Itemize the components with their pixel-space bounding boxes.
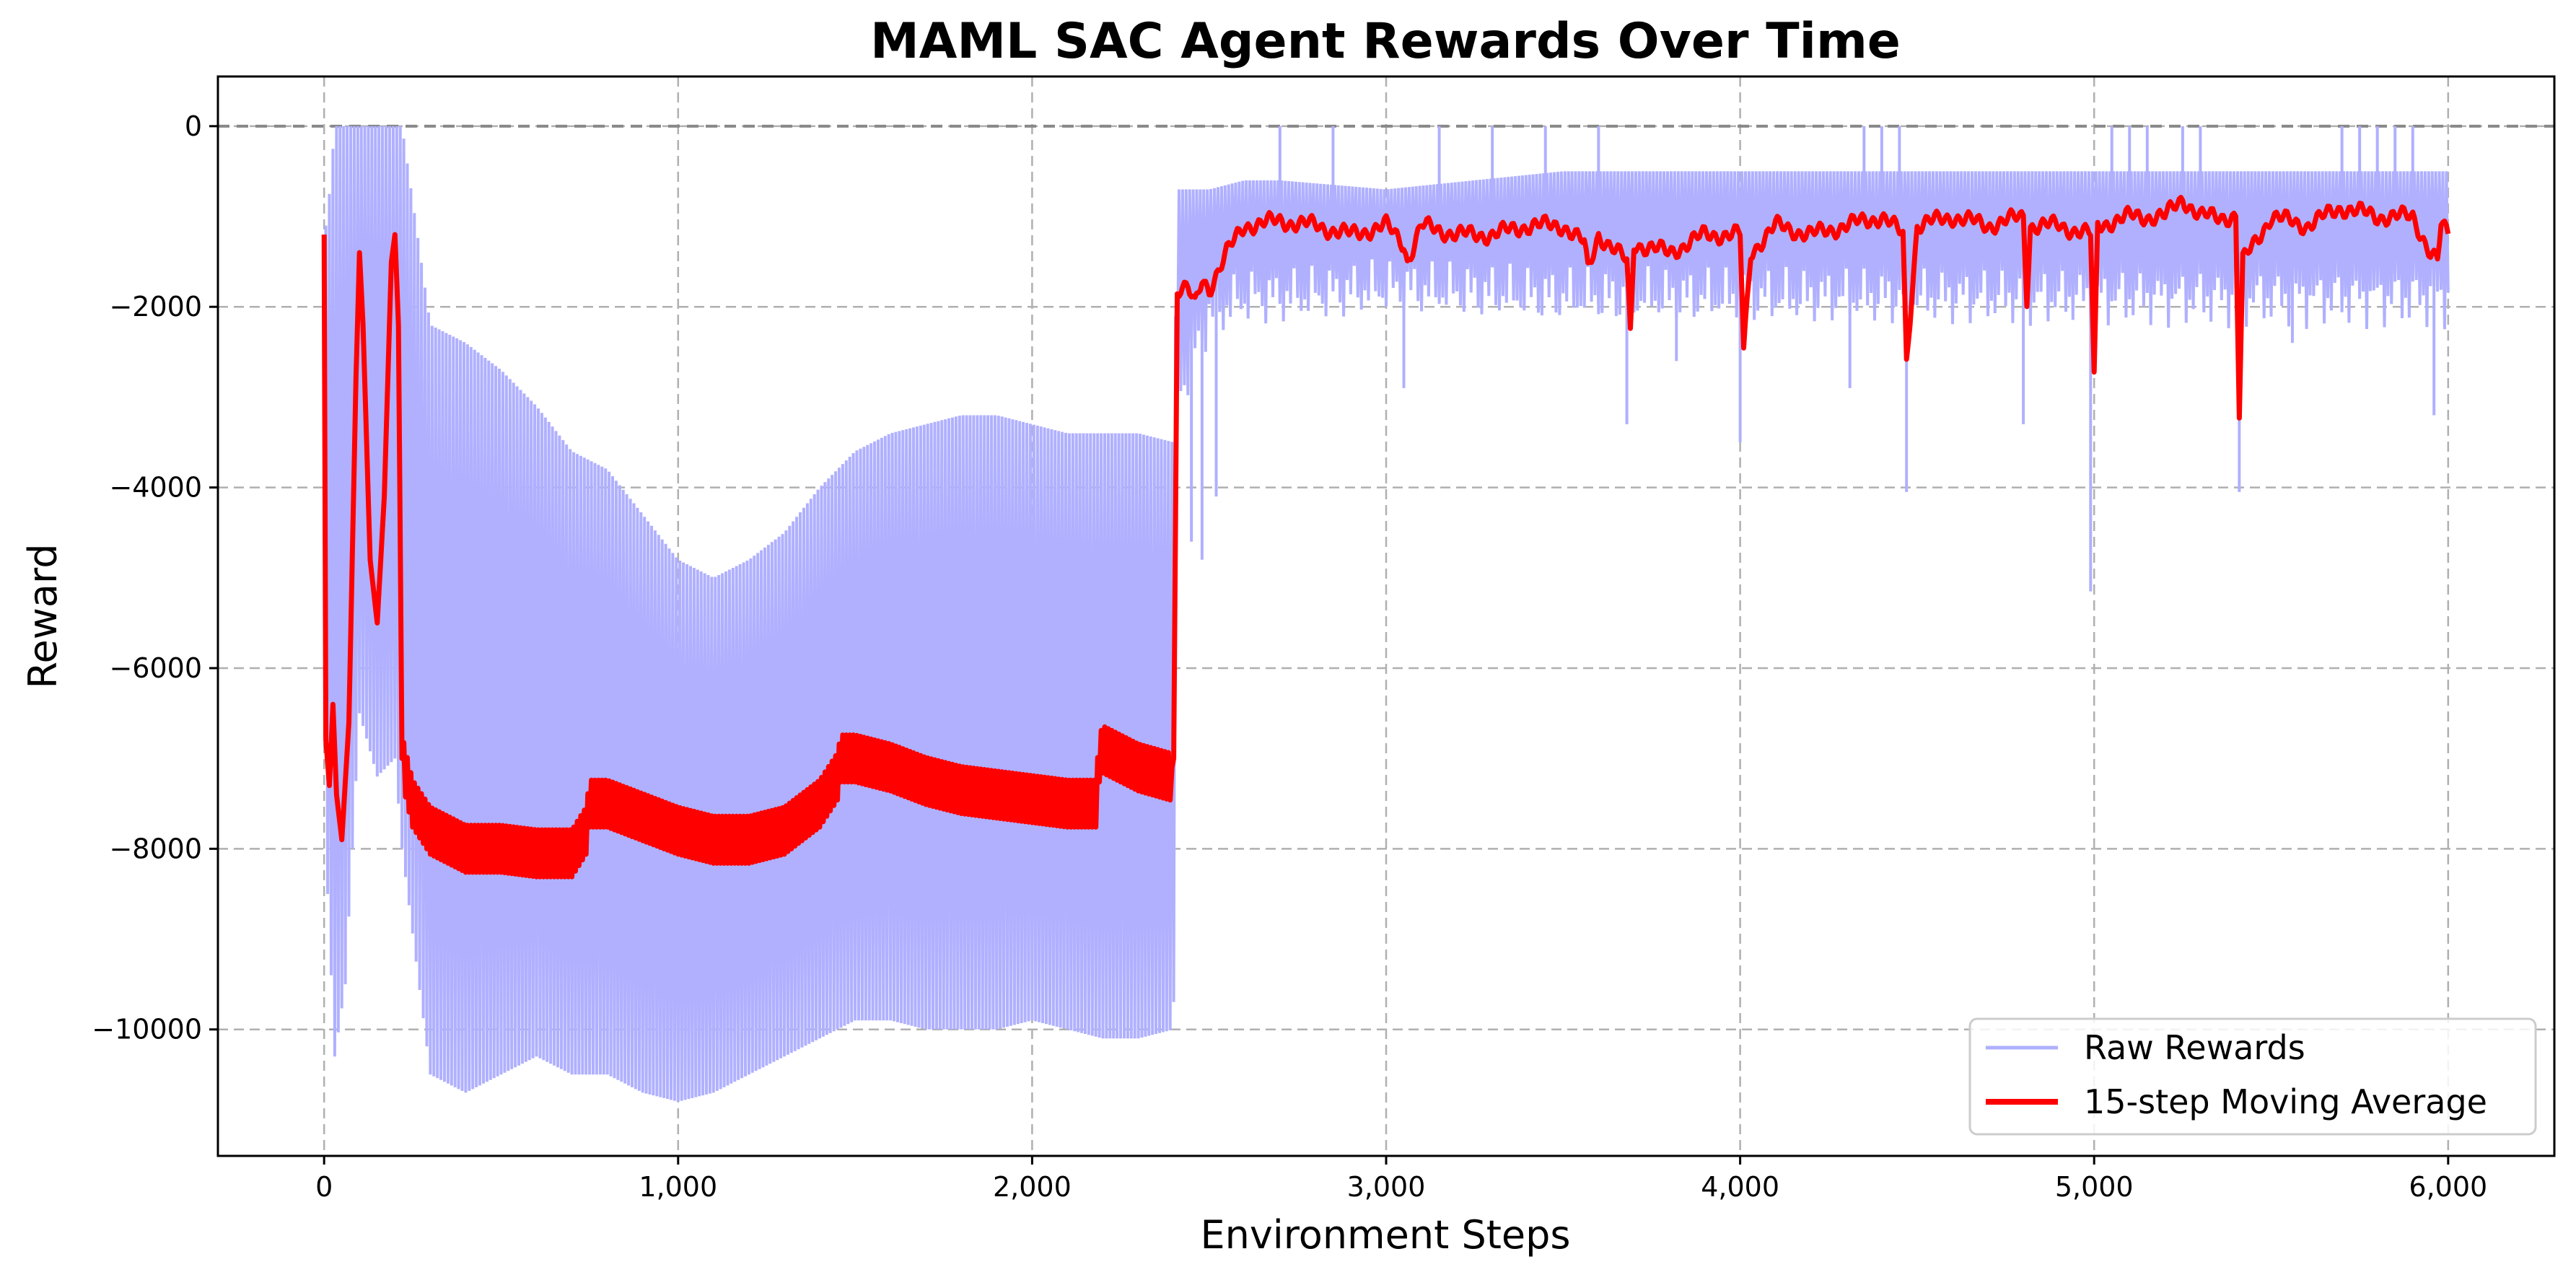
x-tick-label: 0 [315, 1171, 333, 1203]
legend: Raw Rewards 15-step Moving Average [1968, 1017, 2537, 1136]
y-tick-label: −2000 [109, 291, 202, 323]
x-tick-label: 2,000 [993, 1171, 1072, 1203]
legend-box [1968, 1017, 2537, 1136]
moving-average-line [321, 195, 2451, 880]
y-tick-label: −8000 [109, 833, 202, 864]
legend-label-raw-rewards: Raw Rewards [2084, 1028, 2305, 1067]
x-tick-label: 5,000 [2055, 1171, 2134, 1203]
x-tick-label: 1,000 [639, 1171, 717, 1203]
moving-average-layer [321, 195, 2451, 880]
x-tick-label: 3,000 [1347, 1171, 1426, 1203]
x-tick-label: 4,000 [1701, 1171, 1779, 1203]
x-axis-ticks: 0 1,000 2,000 3,000 4,000 5,000 6,000 [315, 1156, 2487, 1203]
y-tick-label: 0 [185, 110, 202, 142]
x-tick-label: 6,000 [2409, 1171, 2487, 1203]
raw-rewards-layer [323, 126, 2450, 1102]
y-tick-label: −4000 [109, 472, 202, 504]
x-axis-label: Environment Steps [1200, 1212, 1570, 1258]
y-tick-label: −6000 [109, 652, 202, 684]
legend-label-moving-average: 15-step Moving Average [2084, 1082, 2487, 1121]
y-tick-label: −10000 [92, 1014, 202, 1046]
chart-title: MAML SAC Agent Rewards Over Time [870, 13, 1901, 70]
y-axis-label: Reward [20, 543, 66, 688]
y-axis-ticks: 0 −2000 −4000 −6000 −8000 −10000 [92, 110, 218, 1046]
